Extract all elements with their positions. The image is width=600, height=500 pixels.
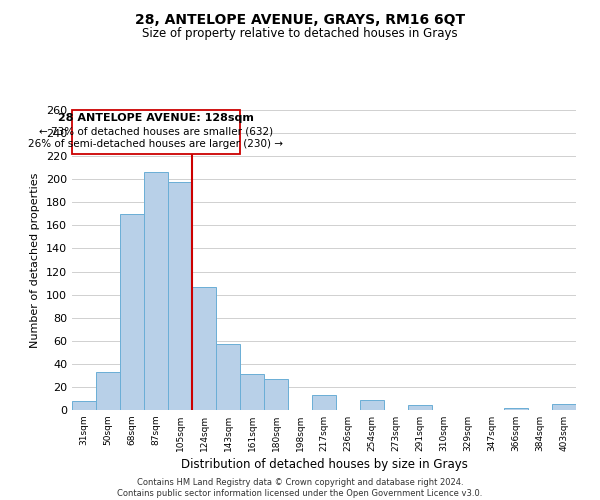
Bar bbox=[120, 214, 144, 410]
Bar bbox=[552, 404, 576, 410]
Text: ← 73% of detached houses are smaller (632): ← 73% of detached houses are smaller (63… bbox=[39, 126, 273, 136]
Bar bbox=[240, 374, 264, 410]
Bar bbox=[312, 395, 336, 410]
Text: Size of property relative to detached houses in Grays: Size of property relative to detached ho… bbox=[142, 28, 458, 40]
Text: 28 ANTELOPE AVENUE: 128sqm: 28 ANTELOPE AVENUE: 128sqm bbox=[58, 114, 254, 124]
Text: 28, ANTELOPE AVENUE, GRAYS, RM16 6QT: 28, ANTELOPE AVENUE, GRAYS, RM16 6QT bbox=[135, 12, 465, 26]
X-axis label: Distribution of detached houses by size in Grays: Distribution of detached houses by size … bbox=[181, 458, 467, 471]
Bar bbox=[504, 408, 528, 410]
Bar bbox=[168, 182, 192, 410]
FancyBboxPatch shape bbox=[72, 110, 240, 154]
Text: Contains HM Land Registry data © Crown copyright and database right 2024.
Contai: Contains HM Land Registry data © Crown c… bbox=[118, 478, 482, 498]
Bar bbox=[216, 344, 240, 410]
Bar bbox=[72, 401, 96, 410]
Y-axis label: Number of detached properties: Number of detached properties bbox=[31, 172, 40, 348]
Bar bbox=[360, 400, 384, 410]
Bar bbox=[192, 286, 216, 410]
Bar bbox=[408, 406, 432, 410]
Bar bbox=[144, 172, 168, 410]
Text: 26% of semi-detached houses are larger (230) →: 26% of semi-detached houses are larger (… bbox=[29, 139, 284, 149]
Bar bbox=[264, 379, 288, 410]
Bar bbox=[96, 372, 120, 410]
